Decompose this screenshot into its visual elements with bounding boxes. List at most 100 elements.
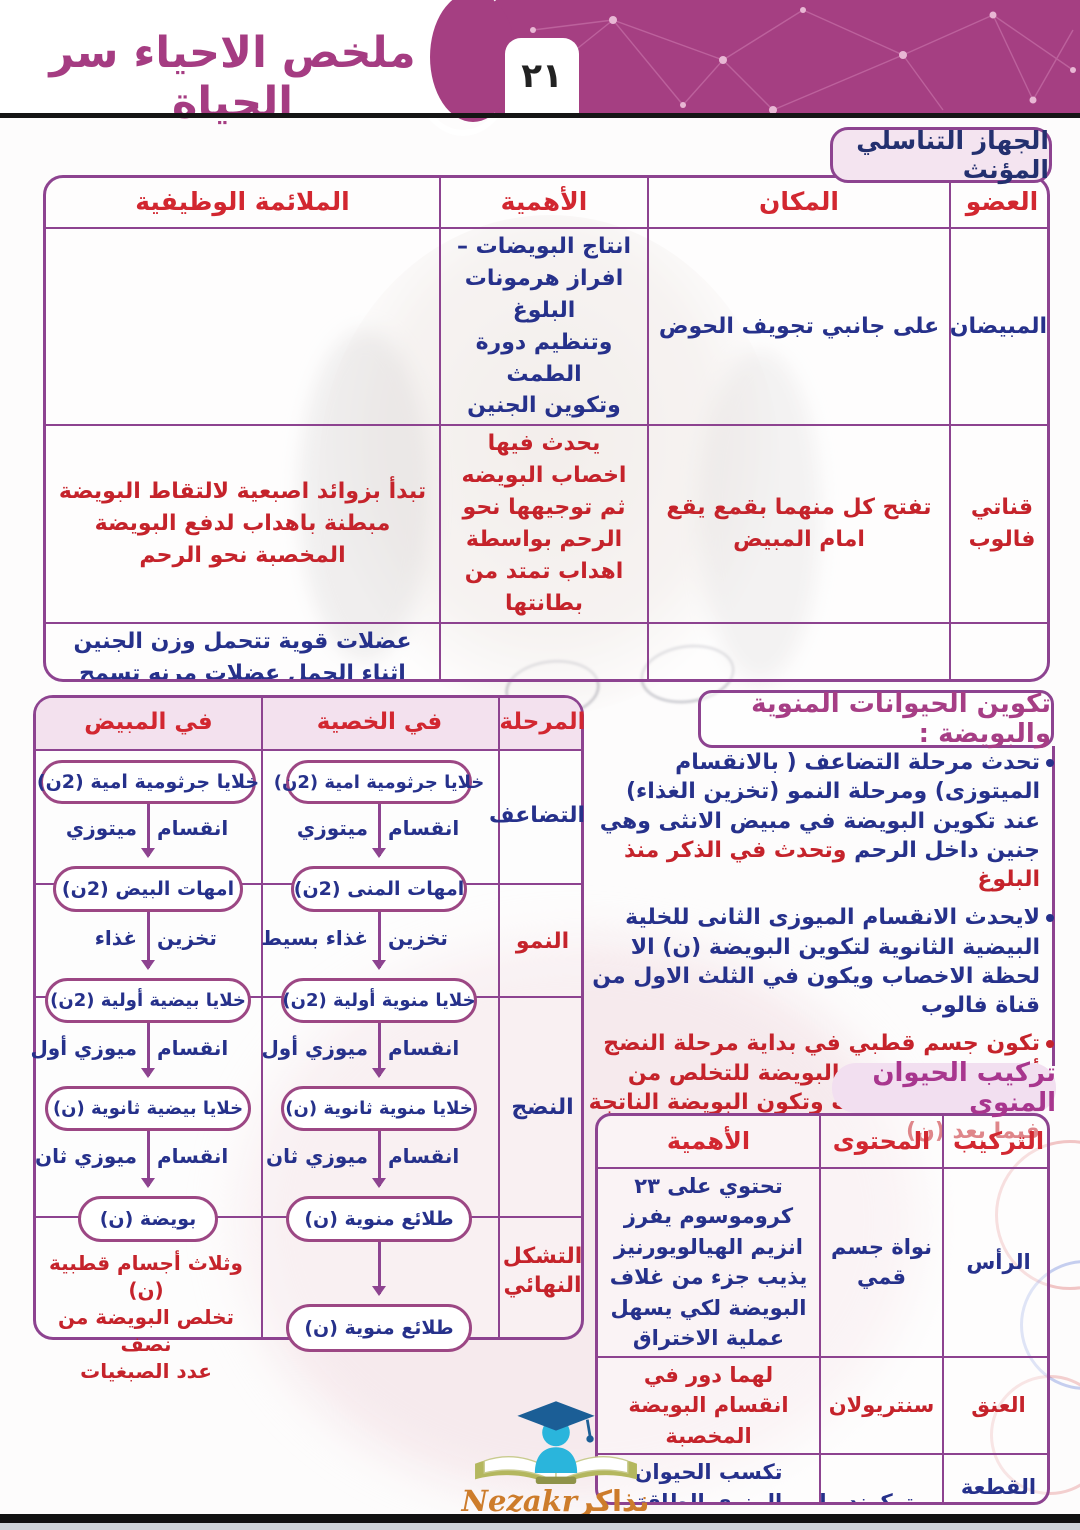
flow-arrow xyxy=(141,804,155,858)
polar-bodies-note: وثلاث أجسام قطبية (ن) تخلص البويضة من نص… xyxy=(49,1251,243,1383)
column-header-structure: التركيب xyxy=(942,1116,1047,1169)
column-header-content: المحتوى xyxy=(819,1116,944,1169)
table-cell: نواة جسم قمي xyxy=(819,1167,944,1358)
arrow-label: انقسام xyxy=(157,1144,229,1168)
section-border-line xyxy=(1052,746,1055,1066)
header-divider-line xyxy=(0,113,1080,118)
flow-node: خلايا جرثومية امية (2ن) xyxy=(37,760,259,804)
column-divider xyxy=(498,698,500,1337)
table-cell: تحتوي على ٢٣ كروموسوم يفرز انزيم الهيالو… xyxy=(598,1167,821,1358)
table-row: المبيضان على جانبي تجويف الحوض انتاج الب… xyxy=(46,226,1047,427)
note-item: لايحدث الانقسام الميوزى الثانى للخلية ال… xyxy=(588,903,1054,1020)
table-cell: انتاج البويضات – افراز هرمونات البلوغ وت… xyxy=(439,226,649,427)
table-row: العنق سنتريولان لهما دور في انقسام البوي… xyxy=(598,1355,1047,1455)
flow-arrow xyxy=(372,1131,386,1188)
table-row: القطعة الوسطى ميتوكوندريا تكسب الحيوان ا… xyxy=(598,1452,1047,1502)
logo-arabic-text: نذاكر xyxy=(577,1484,650,1518)
column-divider xyxy=(261,698,263,1337)
column-header-importance: الأهمية xyxy=(598,1116,821,1169)
flow-node: خلايا بيضية أولية (2ن) xyxy=(45,978,251,1023)
flowchart-header-row xyxy=(36,698,581,751)
arrow-label: تخزين xyxy=(157,926,217,950)
column-header-organ: العضو xyxy=(949,178,1047,229)
table-cell: ميتوكوندريا xyxy=(819,1452,944,1502)
table-cell: القطعة الوسطى xyxy=(942,1452,1047,1502)
column-header-testis: في الخصية xyxy=(316,709,443,735)
table-cell: لهما دور في انقسام البويضة المخصبة xyxy=(598,1355,821,1455)
table-row: الرحم كيس عضلي يقع بين عظام الحوض يتم بد… xyxy=(46,621,1047,679)
footer-black-bar xyxy=(0,1514,1080,1523)
arrow-label: انقسام xyxy=(388,816,460,840)
table-cell xyxy=(46,226,441,427)
page-title: ملخص الاحياء سر الحياة xyxy=(49,28,416,128)
sperm-structure-table: التركيب المحتوى الأهمية الرأس نواة جسم ق… xyxy=(595,1113,1050,1505)
arrow-label: ميتوزي xyxy=(65,816,137,840)
flow-node: امهات البيض (2ن) xyxy=(53,866,243,912)
flow-node: خلايا جرثومية امية (2ن) xyxy=(274,760,484,804)
stage-label-growth: النمو xyxy=(515,929,570,954)
stage-label-duplication: التضاعف xyxy=(489,803,585,828)
page-header: ملخص الاحياء سر الحياة ٢١ xyxy=(0,0,1080,136)
logo-latin-text: Nezakr xyxy=(461,1484,578,1518)
column-header-importance: الأهمية xyxy=(439,178,649,229)
arrow-label: ميوزي أول xyxy=(261,1036,368,1060)
table-cell: كيس عضلي يقع بين عظام الحوض xyxy=(647,621,951,679)
table-cell: الرحم xyxy=(949,621,1047,679)
flow-arrow xyxy=(372,912,386,970)
arrow-label: انقسام xyxy=(157,816,229,840)
table-cell: عضلات قوية تتحمل وزن الجنين اثناء الحمل … xyxy=(46,621,441,679)
arrow-label: انقسام xyxy=(388,1036,460,1060)
section-title-gametogenesis: تكوين الحيوانات المنوية والبويضة : xyxy=(698,689,1054,749)
table-header-row: التركيب المحتوى الأهمية xyxy=(598,1116,1047,1169)
note-text: لايحدث الانقسام الميوزى الثانى للخلية ال… xyxy=(592,905,1040,1018)
table-header-row: العضو المكان الأهمية الملائمة الوظيفية xyxy=(46,178,1047,229)
column-header-stage: المرحلة xyxy=(499,709,586,735)
flow-node: طلائع منوية (ن) xyxy=(286,1304,472,1352)
page-number-tab: ٢١ xyxy=(505,38,579,113)
arrow-label: غذاء xyxy=(94,926,137,950)
section-title-female-system: الجهاز التناسلي المؤنث xyxy=(830,126,1052,184)
flow-arrow xyxy=(372,804,386,858)
footer-gray-bar xyxy=(0,1523,1080,1530)
arrow-label: ميتوزي xyxy=(296,816,368,840)
flow-arrow xyxy=(372,1242,386,1296)
flow-node: خلايا منوية ثانوية (ن) xyxy=(281,1086,477,1131)
female-system-table: العضو المكان الأهمية الملائمة الوظيفية ا… xyxy=(43,175,1050,682)
table-cell: سنتريولان xyxy=(819,1355,944,1455)
publisher-logo: Nezakrنذاكر xyxy=(448,1392,663,1518)
column-header-location: المكان xyxy=(647,178,951,229)
flow-node: خلايا منوية أولية (2ن) xyxy=(281,978,477,1023)
column-header-ovary: في المبيض xyxy=(84,709,213,735)
arrow-label: غذاء بسيط xyxy=(261,926,368,950)
table-cell: الرأس xyxy=(942,1167,1047,1358)
gametogenesis-flowchart: المرحلة في الخصية في المبيض التضاعف النم… xyxy=(30,695,586,1383)
table-row: قناتي فالوب تفتح كل منهما بقمع يقع امام … xyxy=(46,424,1047,624)
arrow-label: ميوزي ثان xyxy=(35,1144,137,1168)
table-cell: يتم بداخله تكوين الجنين xyxy=(439,621,649,679)
table-cell: تفتح كل منهما بقمع يقع امام المبيض xyxy=(647,424,951,624)
bullet-icon xyxy=(1046,1040,1054,1049)
table-cell: على جانبي تجويف الحوض xyxy=(647,226,951,427)
arrow-label: ميوزي أول xyxy=(30,1036,137,1060)
table-cell: يحدث فيها اخصاب البويضه ثم توجيهها نحو ا… xyxy=(439,424,649,624)
flow-node: طلائع منوية (ن) xyxy=(286,1196,472,1242)
arrow-label: انقسام xyxy=(388,1144,460,1168)
table-cell: المبيضان xyxy=(949,226,1047,427)
arrow-label: ميوزي ثان xyxy=(266,1144,368,1168)
bullet-icon xyxy=(1046,914,1054,923)
bullet-icon xyxy=(1046,759,1054,767)
note-text: تحدث مرحلة التضاعف ( بالانقسام الميتوزى)… xyxy=(599,750,1040,863)
table-cell: العنق xyxy=(942,1355,1047,1455)
column-header-adaptation: الملائمة الوظيفية xyxy=(46,178,441,229)
table-row: الرأس نواة جسم قمي تحتوي على ٢٣ كروموسوم… xyxy=(598,1167,1047,1358)
arrow-label: انقسام xyxy=(157,1036,229,1060)
section-title-sperm-structure: تركيب الحيوان المنوى xyxy=(832,1058,1056,1118)
stage-label-maturation: النضج xyxy=(511,1095,574,1120)
table-cell: تبدأ بزوائد اصبعية لالتقاط البويضة مبطنة… xyxy=(46,424,441,624)
arrow-label: تخزين xyxy=(388,926,448,950)
logo-wordmark: Nezakrنذاكر xyxy=(448,1484,663,1518)
table-cell: قناتي فالوب xyxy=(949,424,1047,624)
flow-node: خلايا بيضية ثانوية (ن) xyxy=(45,1086,251,1131)
flow-arrow xyxy=(141,1023,155,1078)
stage-label-final-formation: التشكل النهائي xyxy=(502,1244,583,1298)
